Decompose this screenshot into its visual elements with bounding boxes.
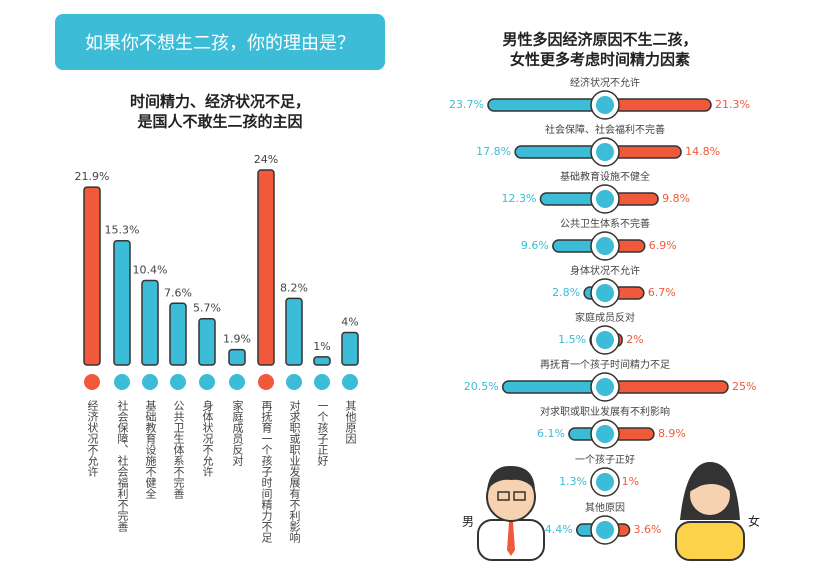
value-label: 21.3% — [715, 98, 750, 111]
bar — [169, 302, 187, 366]
bar — [514, 145, 598, 159]
value-label: 1% — [622, 475, 639, 488]
icon — [314, 374, 330, 390]
x-tick-label: 基础教育设施不健全 — [144, 400, 157, 499]
icon — [596, 143, 614, 161]
banner — [55, 14, 385, 70]
value-label: 25% — [732, 380, 756, 393]
banner-title: 如果你不想生二孩，你的理由是？ — [85, 33, 355, 54]
icon — [258, 374, 274, 390]
value-label: 6.9% — [649, 239, 677, 252]
value-label: 8.9% — [658, 427, 686, 440]
female-figure — [675, 462, 745, 561]
value-label: 7.6% — [164, 286, 192, 299]
category-label: 对求职或职业发展有不利影响 — [540, 405, 670, 418]
icon — [229, 374, 245, 390]
value-label: 5.7% — [193, 302, 221, 315]
value-label: 14.8% — [685, 145, 720, 158]
value-label: 2% — [626, 333, 643, 346]
icon — [596, 237, 614, 255]
bar — [612, 380, 729, 394]
bar — [612, 145, 682, 159]
bar — [141, 279, 159, 366]
value-label: 9.8% — [662, 192, 690, 205]
value-label: 6.7% — [648, 286, 676, 299]
value-label: 23.7% — [449, 98, 484, 111]
bar — [341, 331, 359, 366]
icon — [596, 473, 614, 491]
category-label: 社会保障、社会福利不完善 — [545, 123, 665, 136]
legend-female: 女 — [748, 514, 760, 529]
x-tick-label: 对求职或职业发展有不利影响 — [288, 399, 301, 544]
value-label: 12.3% — [501, 192, 536, 205]
value-label: 21.9% — [75, 170, 110, 183]
bar — [313, 356, 331, 366]
bar — [612, 98, 712, 112]
chart-title: 女性更多考虑时间精力因素 — [510, 51, 690, 69]
bar — [285, 297, 303, 366]
category-label: 一个孩子正好 — [575, 453, 635, 466]
value-label: 6.1% — [537, 427, 565, 440]
bar — [539, 192, 598, 206]
value-label: 8.2% — [280, 281, 308, 294]
male-figure — [477, 465, 545, 561]
icon — [199, 374, 215, 390]
category-label: 经济状况不允许 — [570, 76, 640, 89]
subtitle: 时间精力、经济状况不足， — [130, 93, 310, 111]
value-label: 1.3% — [559, 475, 587, 488]
icon — [142, 374, 158, 390]
value-label: 15.3% — [105, 224, 140, 237]
value-label: 9.6% — [521, 239, 549, 252]
bar — [228, 348, 246, 366]
value-label: 2.8% — [552, 286, 580, 299]
category-label: 家庭成员反对 — [575, 311, 635, 324]
icon — [596, 190, 614, 208]
bar — [257, 169, 275, 366]
bar — [198, 317, 216, 366]
x-tick-label: 身体状况不允许 — [201, 399, 214, 478]
icon — [596, 284, 614, 302]
bar — [113, 239, 131, 366]
bar — [612, 192, 659, 206]
value-label: 10.4% — [133, 264, 168, 277]
value-label: 1% — [313, 340, 330, 353]
category-label: 公共卫生体系不完善 — [560, 217, 650, 230]
value-label: 1.5% — [558, 333, 586, 346]
bar — [487, 98, 598, 112]
value-label: 24% — [254, 153, 278, 166]
icon — [286, 374, 302, 390]
x-tick-label: 一个孩子正好 — [316, 400, 329, 467]
icon — [596, 96, 614, 114]
value-label: 17.8% — [476, 145, 511, 158]
chart-title: 男性多因经济原因不生二孩， — [502, 31, 697, 49]
bar — [83, 186, 101, 366]
bar — [501, 380, 598, 394]
x-tick-label: 家庭成员反对 — [231, 399, 244, 466]
x-tick-label: 再抚育一个孩子时间精力不足 — [260, 400, 273, 543]
icon — [170, 374, 186, 390]
icon — [596, 378, 614, 396]
category-label: 基础教育设施不健全 — [560, 170, 650, 183]
category-label: 其他原因 — [585, 501, 625, 514]
category-label: 再抚育一个孩子时间精力不足 — [540, 358, 670, 371]
value-label: 3.6% — [634, 523, 662, 536]
icon — [342, 374, 358, 390]
value-label: 4% — [341, 316, 358, 329]
icon — [596, 425, 614, 443]
value-label: 20.5% — [464, 380, 499, 393]
icon — [596, 331, 614, 349]
x-tick-label: 经济状况不允许 — [86, 400, 99, 478]
icon — [84, 374, 100, 390]
value-label: 1.9% — [223, 333, 251, 346]
icon — [596, 521, 614, 539]
x-tick-label: 社会保障、社会福利不完善 — [116, 399, 129, 533]
category-label: 身体状况不允许 — [570, 264, 640, 277]
x-tick-label: 公共卫生体系不完善 — [172, 400, 185, 500]
x-tick-label: 其他原因 — [344, 400, 357, 445]
value-label: 4.4% — [545, 523, 573, 536]
subtitle: 是国人不敢生二孩的主因 — [136, 113, 302, 131]
icon — [114, 374, 130, 390]
legend-male: 男 — [462, 515, 474, 529]
